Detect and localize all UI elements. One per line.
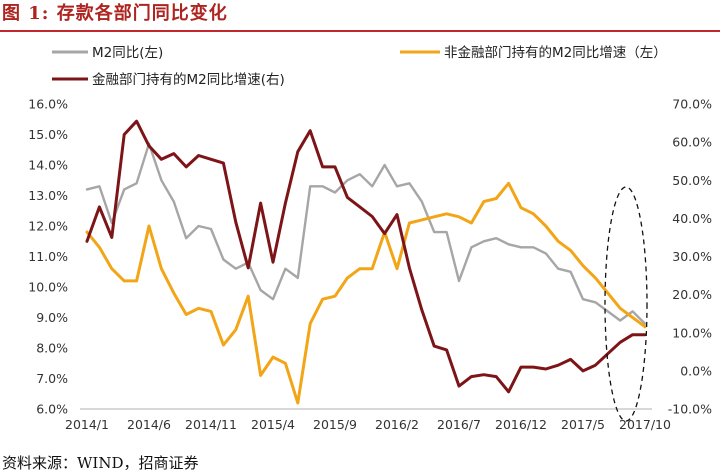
x-tick-label: 2016/12 (495, 417, 547, 432)
legend-label-m2: M2同比(左) (92, 45, 163, 61)
x-tick-label: 2015/4 (251, 417, 295, 432)
x-tick-label: 2014/6 (127, 417, 171, 432)
y-left-tick-label: 16.0% (28, 97, 68, 112)
legend-label-nonfinancial-m2: 非金融部门持有的M2同比增速（左） (444, 45, 667, 61)
y-right-tick-label: 70.0% (672, 97, 712, 112)
page-title: 图 1: 存款各部门同比变化 (2, 3, 228, 24)
plot-lines (85, 119, 647, 405)
y-left-tick-label: 12.0% (28, 219, 68, 234)
y-right-tick-label: 0.0% (680, 363, 712, 378)
x-axis: 2014/1 2014/6 2014/11 2015/4 2015/9 2016/2 201… (65, 417, 671, 432)
y-right-tick-label: 50.0% (672, 173, 712, 188)
series-line-financial-m2 (85, 119, 647, 394)
y-left-tick-label: 7.0% (36, 371, 68, 386)
y-left-tick-label: 11.0% (28, 249, 68, 264)
x-tick-label: 2015/9 (313, 417, 357, 432)
highlight-ellipse (604, 186, 648, 422)
y-right-tick-label: 20.0% (672, 287, 712, 302)
y-left-tick-label: 13.0% (28, 188, 68, 203)
y-right-tick-label: 60.0% (672, 135, 712, 150)
y-right-tick-label: 10.0% (672, 325, 712, 340)
y-axis-left: 16.0% 15.0% 14.0% 13.0% 12.0% 11.0% 10.0% 9.0% 8… (28, 97, 68, 417)
y-right-tick-label: 40.0% (672, 211, 712, 226)
title-rule (0, 30, 720, 32)
x-tick-label: 2017/10 (619, 417, 671, 432)
x-tick-label: 2017/5 (561, 417, 605, 432)
x-tick-label: 2016/2 (375, 417, 419, 432)
x-tick-label: 2016/7 (437, 417, 481, 432)
x-tick-label: 2014/1 (65, 417, 109, 432)
series-line-m2 (85, 142, 647, 325)
legend-label-financial-m2: 金融部门持有的M2同比增速(右) (92, 72, 285, 88)
y-left-tick-label: 6.0% (36, 402, 68, 417)
y-left-tick-label: 10.0% (28, 280, 68, 295)
legend: M2同比(左) 非金融部门持有的M2同比增速（左） 金融部门持有的M2同比增速(… (52, 45, 667, 88)
y-left-tick-label: 14.0% (28, 158, 68, 173)
series-line-nonfinancial-m2 (85, 181, 647, 405)
y-left-tick-label: 15.0% (28, 127, 68, 142)
y-right-tick-label: -10.0% (668, 402, 712, 417)
y-left-tick-label: 8.0% (36, 341, 68, 356)
y-right-tick-label: 30.0% (672, 249, 712, 264)
source-note: 资料来源：WIND，招商证券 (2, 454, 199, 472)
y-axis-right: 70.0% 60.0% 50.0% 40.0% 30.0% 20.0% 10.0% 0.0% -… (668, 97, 712, 417)
y-left-tick-label: 9.0% (36, 310, 68, 325)
x-tick-label: 2014/11 (185, 417, 237, 432)
